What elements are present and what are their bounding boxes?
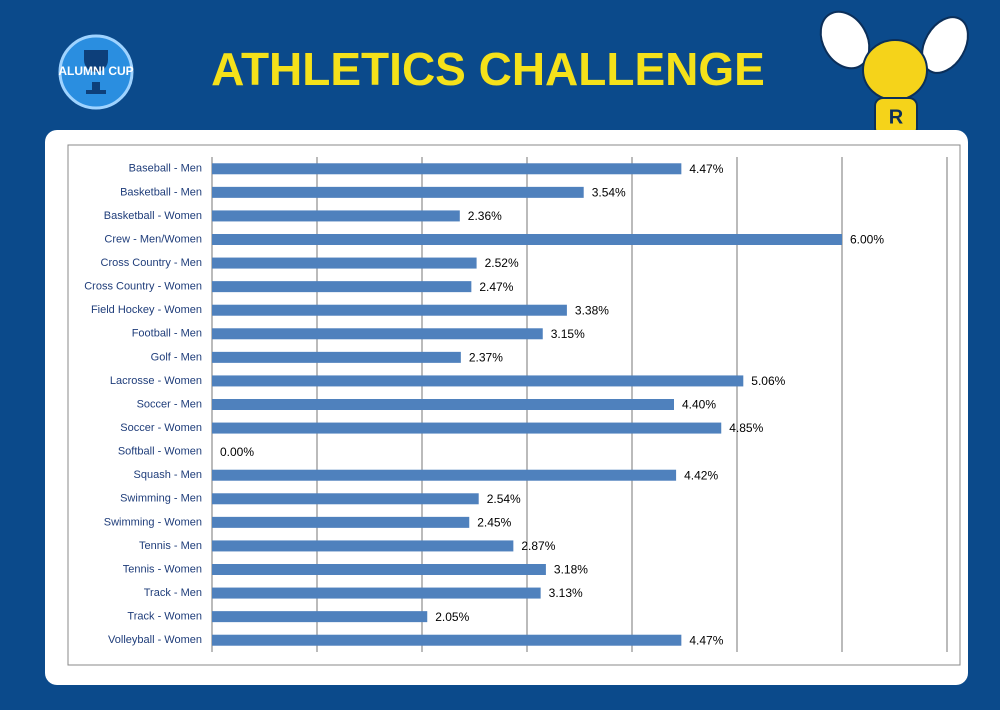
bar: [212, 564, 546, 575]
bar: [212, 328, 543, 340]
value-label: 4.47%: [689, 162, 723, 176]
value-label: 2.47%: [479, 280, 513, 294]
value-label: 4.47%: [689, 633, 723, 647]
y-tick-label: Track - Women: [127, 611, 202, 623]
bar: [212, 516, 470, 528]
value-label: 4.85%: [729, 421, 763, 435]
bar: [212, 375, 744, 387]
value-label: 4.40%: [682, 398, 716, 412]
value-label: 3.38%: [575, 303, 609, 317]
bar: [212, 587, 541, 599]
bar: [212, 234, 842, 245]
bar: [212, 210, 460, 222]
value-label: 3.18%: [554, 563, 588, 577]
bar: [212, 422, 722, 434]
y-tick-label: Golf - Men: [151, 351, 202, 363]
value-label: 2.45%: [477, 516, 511, 530]
bar: [212, 540, 514, 552]
logo-text: ALUMNI CUP: [58, 64, 133, 78]
value-label: 2.52%: [485, 256, 519, 270]
y-tick-label: Squash - Men: [134, 469, 202, 481]
y-tick-label: Swimming - Men: [120, 493, 202, 505]
y-tick-label: Tennis - Women: [123, 563, 202, 575]
bar: [212, 399, 674, 410]
bar: [212, 634, 682, 646]
y-tick-label: Swimming - Women: [104, 516, 202, 528]
y-tick-label: Football - Men: [132, 328, 202, 340]
value-label: 3.15%: [551, 327, 585, 341]
value-label: 2.36%: [468, 209, 502, 223]
page-title: ATHLETICS CHALLENGE: [211, 43, 765, 95]
y-tick-label: Basketball - Women: [104, 210, 202, 222]
value-label: 2.37%: [469, 351, 503, 365]
logo-cup: [84, 50, 108, 94]
bar: [212, 304, 567, 316]
y-tick-label: Baseball - Men: [129, 163, 202, 175]
y-tick-label: Volleyball - Women: [108, 634, 202, 646]
y-tick-label: Basketball - Men: [120, 186, 202, 198]
svg-text:R: R: [889, 106, 904, 128]
y-tick-label: Soccer - Women: [120, 422, 202, 434]
bar: [212, 281, 472, 293]
y-tick-label: Track - Men: [144, 587, 202, 599]
plot-frame: [67, 144, 961, 666]
y-tick-label: Tennis - Men: [139, 540, 202, 552]
value-label: 2.87%: [521, 539, 555, 553]
value-label: 4.42%: [684, 468, 718, 482]
y-tick-label: Cross Country - Women: [84, 281, 202, 293]
bar: [212, 351, 461, 363]
value-label: 5.06%: [751, 374, 785, 388]
y-tick-label: Field Hockey - Women: [91, 304, 202, 316]
value-label: 2.05%: [435, 610, 469, 624]
y-tick-label: Cross Country - Men: [101, 257, 202, 269]
value-label: 6.00%: [850, 233, 884, 247]
y-tick-label: Lacrosse - Women: [110, 375, 202, 387]
bar: [212, 163, 682, 175]
bar: [212, 469, 677, 481]
y-tick-label: Softball - Women: [118, 446, 202, 458]
value-label: 3.54%: [592, 186, 626, 200]
bar: [212, 493, 479, 505]
y-tick-label: Soccer - Men: [137, 398, 202, 410]
mascot: R: [819, 10, 969, 137]
bar: [212, 257, 477, 269]
value-label: 3.13%: [549, 586, 583, 600]
bar: [212, 611, 428, 623]
y-tick-label: Crew - Men/Women: [104, 233, 202, 245]
bar: [212, 186, 584, 198]
value-label: 2.54%: [487, 492, 521, 506]
value-label: 0.00%: [220, 445, 254, 459]
